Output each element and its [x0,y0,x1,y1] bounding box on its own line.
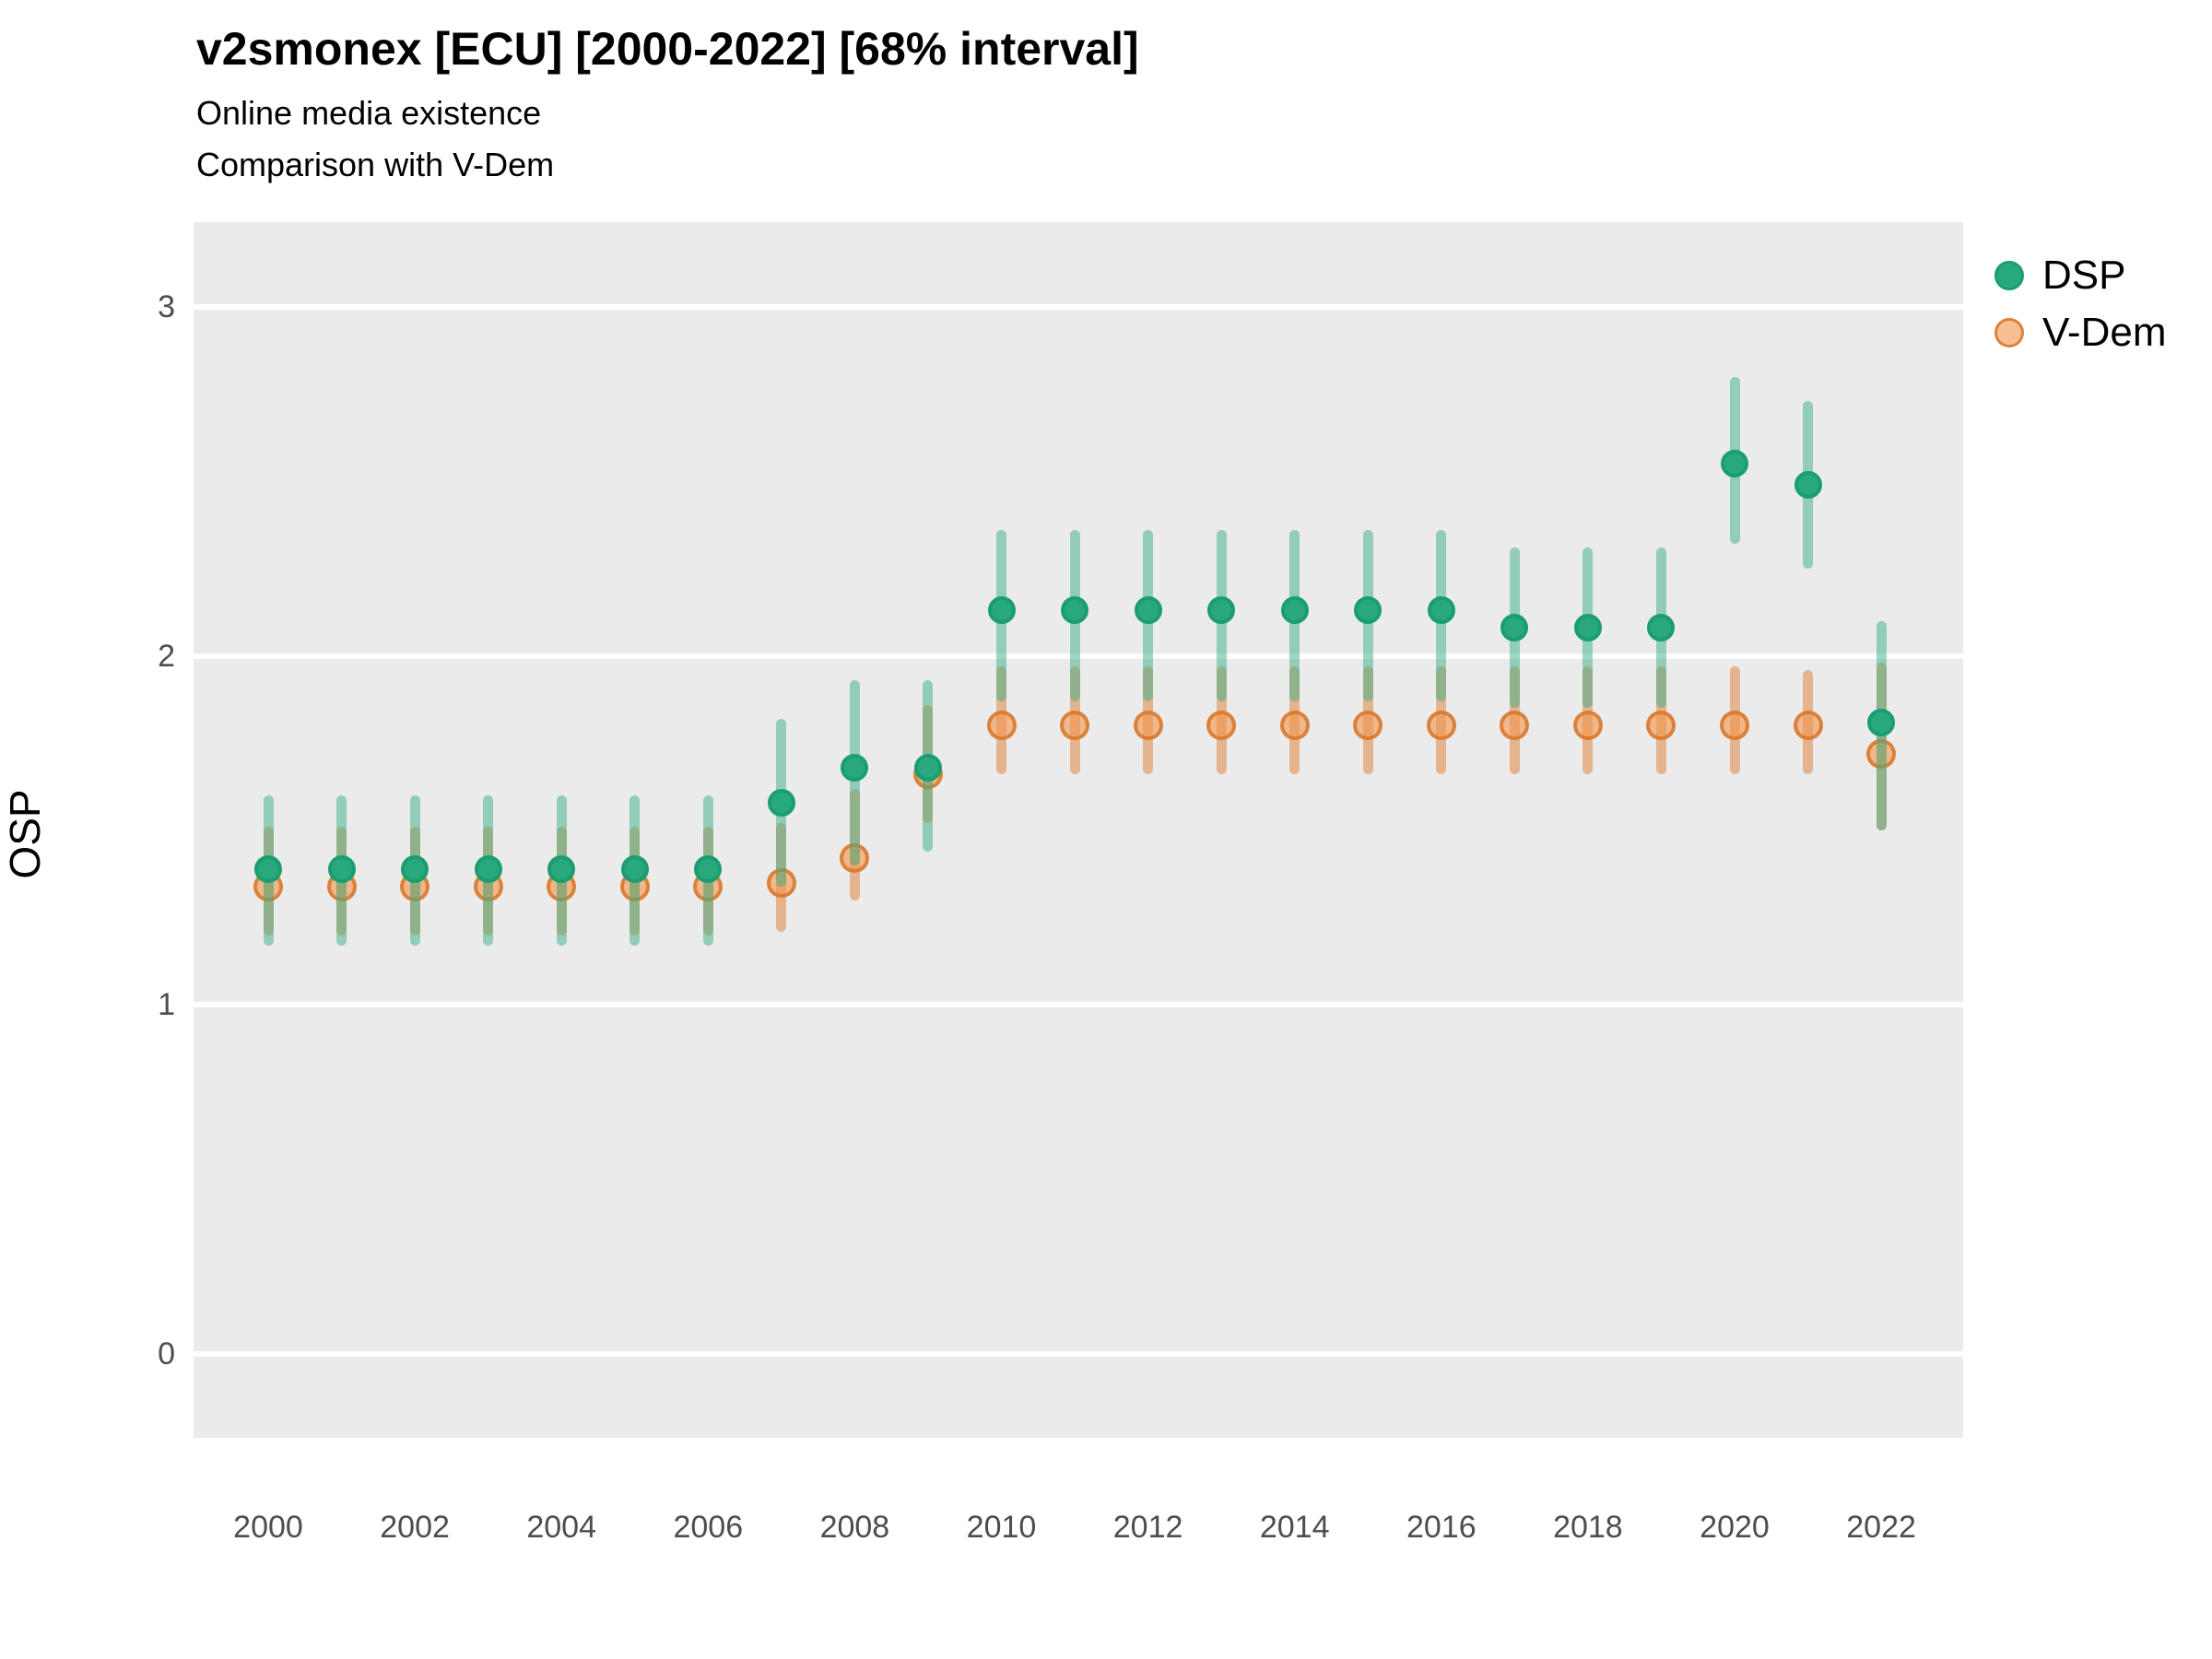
dsp-point-2001 [327,854,356,883]
chart-subtitle-2: Comparison with V-Dem [196,146,555,183]
dsp-point-2020 [1721,450,1748,478]
dsp-point-2010 [987,596,1016,625]
dsp-point-2009 [913,753,942,782]
dsp-point-2018 [1573,614,1602,642]
x-tick-label: 2022 [1846,1510,1916,1545]
legend-item-dsp: DSP [1994,253,2166,298]
x-tick-label: 2012 [1112,1510,1183,1545]
vdem-point-2015 [1353,711,1383,741]
y-tick-label: 3 [158,288,175,324]
legend-item-vdem: V-Dem [1994,310,2167,355]
chart-subtitle: Online media existence [196,94,542,132]
vdem-point-2017 [1500,711,1530,741]
vdem-point-2012 [1133,711,1163,741]
y-tick-label: 1 [158,987,175,1023]
dsp-point-2022 [1867,708,1896,736]
vdem-point-2011 [1060,711,1090,741]
dsp-point-2005 [620,854,649,883]
x-tick-label: 2004 [526,1510,596,1545]
dsp-point-2013 [1207,596,1236,625]
gridline-y-3 [194,303,1963,310]
legend: DSP V-Dem [1994,253,2167,369]
x-tick-label: 2000 [233,1510,303,1545]
vdem-point-2016 [1426,711,1456,741]
x-tick-label: 2006 [673,1510,744,1545]
y-tick-label: 2 [158,638,175,674]
dsp-point-2014 [1280,596,1309,625]
dsp-point-2007 [767,788,795,817]
gridline-y-1 [194,1002,1963,1008]
vdem-point-2014 [1279,711,1310,741]
vdem-point-2018 [1572,711,1603,741]
vdem-point-2019 [1646,711,1677,741]
dsp-point-2012 [1134,596,1162,625]
x-tick-label: 2002 [380,1510,450,1545]
legend-label-dsp: DSP [2042,253,2126,298]
vdem-point-2013 [1206,711,1237,741]
dsp-point-2021 [1794,471,1822,500]
vdem-point-2020 [1720,711,1749,741]
dsp-point-2015 [1354,596,1382,625]
vdem-point-2010 [986,711,1017,741]
x-tick-label: 2020 [1700,1510,1770,1545]
legend-label-vdem: V-Dem [2042,310,2167,355]
plot-panel [194,222,1963,1438]
y-tick-label: 0 [158,1336,175,1371]
dsp-legend-dot-icon [1994,261,2024,290]
x-tick-label: 2014 [1259,1510,1330,1545]
vdem-legend-dot-icon [1994,318,2024,347]
gridline-y-0 [194,1351,1963,1357]
x-tick-label: 2016 [1406,1510,1477,1545]
x-tick-label: 2008 [819,1510,890,1545]
y-axis-title: OSP [1,789,49,879]
dsp-point-2016 [1427,596,1455,625]
dsp-point-2006 [694,854,723,883]
dsp-point-2003 [474,854,502,883]
dsp-point-2019 [1647,614,1676,642]
x-tick-label: 2018 [1553,1510,1623,1545]
x-tick-label: 2010 [966,1510,1037,1545]
dsp-point-2008 [841,753,869,782]
dsp-point-2002 [401,854,429,883]
dsp-point-2004 [547,854,576,883]
dsp-point-2017 [1500,614,1529,642]
vdem-point-2021 [1793,711,1823,741]
dsp-point-2011 [1061,596,1089,625]
dsp-point-2000 [254,854,282,883]
chart-title: v2smonex [ECU] [2000-2022] [68% interval… [196,23,1139,75]
